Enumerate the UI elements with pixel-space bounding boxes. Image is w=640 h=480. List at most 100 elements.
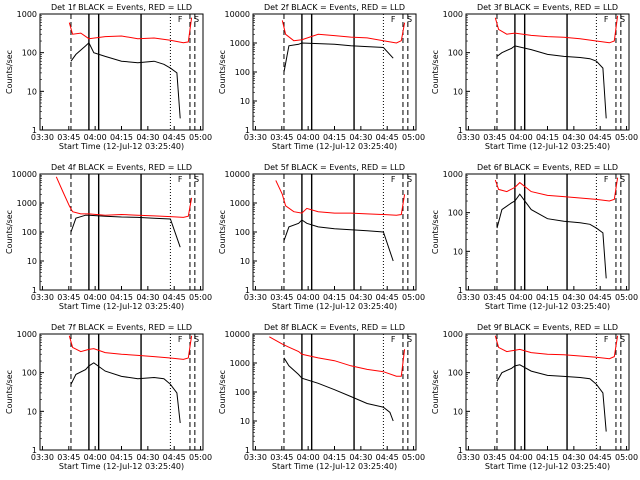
x-tick-label: 04:00 — [510, 293, 533, 302]
x-tick-label: 04:15 — [323, 133, 346, 142]
x-tick-label: 03:30 — [244, 133, 267, 142]
x-axis-label: Start Time (12-Jul-12 03:25:40) — [485, 142, 610, 151]
plot-frame — [252, 173, 417, 291]
y-tick-label: 10000 — [225, 330, 250, 339]
y-tick-label: 1 — [32, 126, 37, 135]
y-tick-label: 10 — [453, 247, 463, 256]
chart-panel-5: Det 5f BLACK = Events, RED = LLD 1 10 100 10… — [218, 163, 425, 311]
x-tick-label: 05:00 — [615, 293, 638, 302]
x-tick-label: 03:45 — [483, 453, 506, 462]
y-tick-label: 10 — [453, 87, 463, 96]
x-tick-label: 05:00 — [402, 293, 425, 302]
y-tick-label: 1000 — [443, 330, 463, 339]
y-tick-label: 10000 — [225, 170, 250, 179]
x-tick-label: 03:30 — [457, 453, 480, 462]
series-line-black — [70, 214, 181, 248]
x-tick-label: 04:45 — [163, 453, 186, 462]
y-tick-label: 1000 — [230, 359, 250, 368]
y-tick-label: 1 — [458, 126, 463, 135]
y-tick-label: 10 — [27, 407, 37, 416]
x-tick-label: 04:00 — [297, 453, 320, 462]
marker-label: S — [407, 335, 412, 344]
x-tick-label: 03:45 — [270, 133, 293, 142]
y-tick-label: 1000 — [230, 39, 250, 48]
chart-title: Det 1f BLACK = Events, RED = LLD — [51, 3, 192, 12]
chart-title: Det 8f BLACK = Events, RED = LLD — [264, 323, 405, 332]
x-axis-label: Start Time (12-Jul-12 03:25:40) — [485, 462, 610, 471]
y-tick-label: 100 — [22, 369, 37, 378]
x-tick-label: 05:00 — [189, 133, 212, 142]
x-tick-label: 04:15 — [110, 453, 133, 462]
y-tick-label: 10 — [240, 417, 250, 426]
chart-title: Det 3f BLACK = Events, RED = LLD — [477, 3, 618, 12]
plot-frame — [465, 13, 630, 131]
x-tick-label: 03:45 — [483, 133, 506, 142]
series-line-black — [283, 357, 394, 422]
x-tick-label: 04:45 — [376, 293, 399, 302]
y-tick-label: 100 — [448, 49, 463, 58]
x-tick-label: 03:45 — [483, 293, 506, 302]
chart-title: Det 6f BLACK = Events, RED = LLD — [477, 163, 618, 172]
x-tick-label: 03:30 — [31, 293, 54, 302]
x-axis-label: Start Time (12-Jul-12 03:25:40) — [59, 302, 184, 311]
plot-frame — [465, 333, 630, 451]
y-tick-label: 1000 — [17, 10, 37, 19]
series-line-red — [55, 176, 193, 218]
y-tick-label: 100 — [448, 209, 463, 218]
x-tick-label: 04:30 — [136, 293, 159, 302]
x-tick-label: 03:45 — [57, 133, 80, 142]
x-tick-label: 03:30 — [457, 293, 480, 302]
chart-panel-2: Det 2f BLACK = Events, RED = LLD 1 10 100 10… — [218, 3, 425, 151]
x-tick-label: 05:00 — [189, 293, 212, 302]
marker-label: S — [407, 175, 412, 184]
x-tick-label: 03:45 — [57, 453, 80, 462]
x-tick-label: 04:00 — [84, 453, 107, 462]
x-axis-label: Start Time (12-Jul-12 03:25:40) — [272, 142, 397, 151]
marker-label: F — [604, 175, 609, 184]
x-tick-label: 04:15 — [536, 293, 559, 302]
plot-frame — [39, 173, 204, 291]
series-line-red — [68, 335, 193, 360]
series-line-black — [283, 42, 394, 73]
series-line-black — [70, 362, 181, 424]
marker-label: F — [391, 335, 396, 344]
x-tick-label: 04:45 — [376, 453, 399, 462]
x-tick-label: 05:00 — [402, 133, 425, 142]
x-tick-label: 04:30 — [349, 133, 372, 142]
x-tick-label: 03:30 — [457, 133, 480, 142]
y-tick-label: 10 — [27, 257, 37, 266]
x-tick-label: 03:30 — [244, 453, 267, 462]
plot-frame — [465, 173, 630, 291]
x-tick-label: 03:45 — [270, 293, 293, 302]
x-tick-label: 04:30 — [136, 133, 159, 142]
y-axis-label: Counts/sec — [218, 210, 227, 254]
marker-label: S — [620, 335, 625, 344]
y-tick-label: 1 — [245, 126, 250, 135]
y-tick-label: 10 — [453, 407, 463, 416]
x-tick-label: 04:00 — [84, 293, 107, 302]
y-tick-label: 10 — [27, 87, 37, 96]
x-tick-label: 04:15 — [536, 133, 559, 142]
y-tick-label: 1 — [458, 286, 463, 295]
marker-label: F — [178, 175, 183, 184]
x-tick-label: 04:30 — [349, 293, 372, 302]
plot-frame — [252, 13, 417, 131]
chart-panel-4: Det 4f BLACK = Events, RED = LLD 1 10 100 10… — [5, 163, 212, 311]
series-line-red — [494, 177, 619, 202]
y-tick-label: 1000 — [17, 330, 37, 339]
series-line-red — [275, 180, 406, 216]
x-tick-label: 05:00 — [615, 133, 638, 142]
chart-title: Det 9f BLACK = Events, RED = LLD — [477, 323, 618, 332]
chart-panel-9: Det 9f BLACK = Events, RED = LLD 1 10 100 10… — [431, 323, 638, 471]
x-tick-label: 04:30 — [349, 453, 372, 462]
x-axis-label: Start Time (12-Jul-12 03:25:40) — [485, 302, 610, 311]
y-axis-label: Counts/sec — [5, 210, 14, 254]
x-tick-label: 04:45 — [376, 133, 399, 142]
x-tick-label: 04:00 — [510, 133, 533, 142]
marker-label: S — [194, 175, 199, 184]
x-axis-label: Start Time (12-Jul-12 03:25:40) — [272, 462, 397, 471]
x-tick-label: 03:30 — [31, 133, 54, 142]
y-axis-label: Counts/sec — [431, 50, 440, 94]
x-tick-label: 04:00 — [510, 453, 533, 462]
x-axis-label: Start Time (12-Jul-12 03:25:40) — [59, 462, 184, 471]
